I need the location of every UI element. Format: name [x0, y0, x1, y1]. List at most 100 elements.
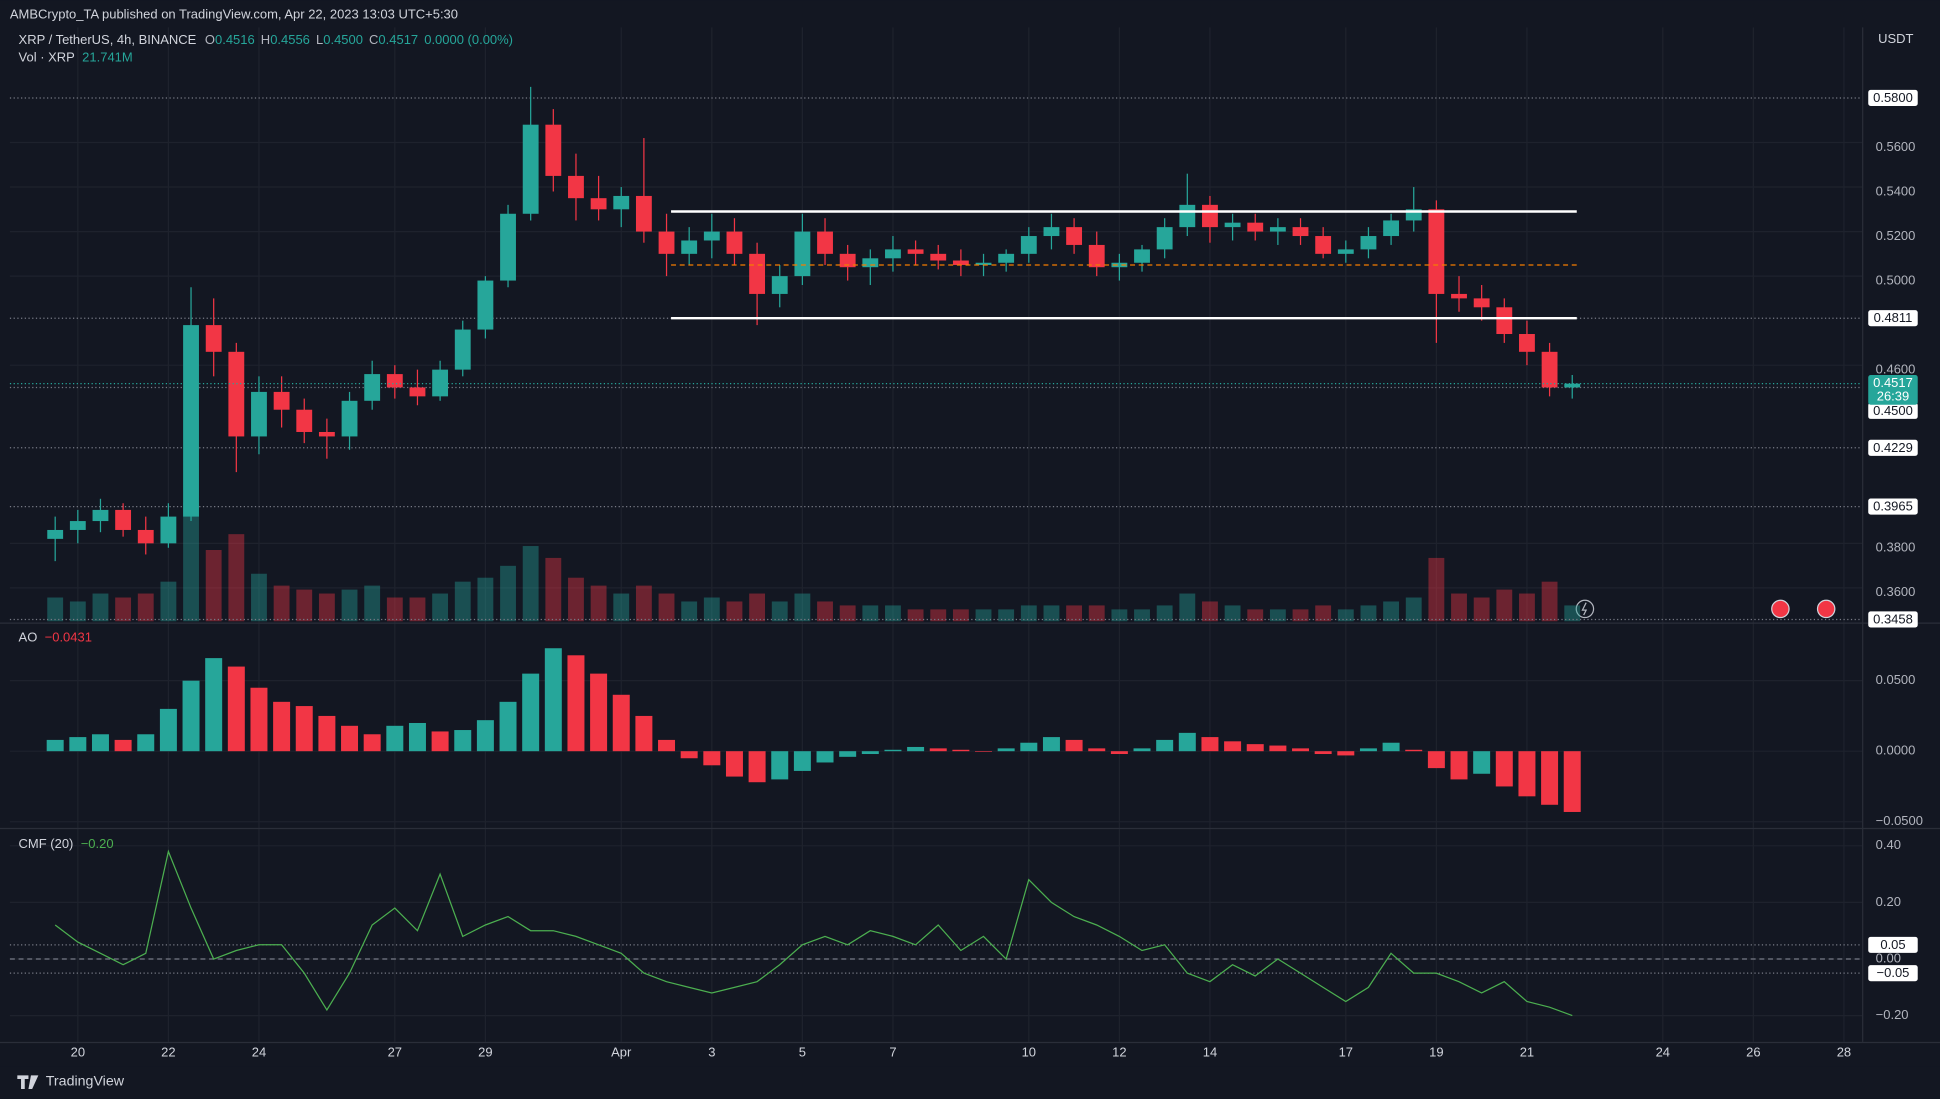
ao-bar: [159, 708, 177, 752]
x-tick-label: 27: [388, 1044, 402, 1059]
last-price-box: [1868, 375, 1918, 405]
brand-logo: [17, 1075, 39, 1089]
volume-bar: [477, 577, 494, 622]
event-flag: [1771, 599, 1790, 619]
ao-bar: [408, 722, 426, 752]
ao-legend: AO −0.0431: [19, 630, 92, 645]
currency: USDT: [1878, 31, 1913, 46]
candle-body: [726, 231, 743, 254]
volume-bar: [1247, 609, 1264, 622]
volume-bar: [137, 593, 154, 622]
candle-body: [590, 198, 607, 210]
volume-bar: [613, 593, 630, 622]
volume-bar: [47, 597, 64, 622]
candle-body: [862, 258, 879, 268]
candle-body: [1473, 298, 1490, 308]
candle-body: [817, 231, 833, 254]
ao-bar: [907, 746, 925, 752]
volume-bar: [1360, 605, 1377, 622]
ao-bar: [997, 748, 1015, 752]
candle-body: [545, 124, 562, 176]
volume-bar: [1541, 581, 1558, 622]
candle-body: [613, 195, 630, 210]
ao-bar: [703, 751, 721, 766]
candle-body: [409, 387, 426, 397]
volume-bar: [568, 577, 584, 622]
candle-body: [477, 280, 494, 330]
volume-bar: [930, 609, 947, 622]
volume-bar: [1043, 605, 1060, 622]
ao-bar: [748, 751, 766, 783]
ao-bar: [386, 725, 404, 752]
ao-bar: [1450, 751, 1468, 780]
ao-bar: [793, 751, 811, 771]
volume-bar: [432, 593, 449, 622]
candle-body: [1405, 209, 1422, 221]
ao-bar: [522, 673, 540, 752]
icon-bolt: [1581, 602, 1588, 616]
candle-body: [1383, 220, 1400, 237]
y-tick-label: 0.3800: [1876, 540, 1916, 555]
volume-name: Vol · XRP: [19, 50, 75, 65]
x-tick-label: 10: [1022, 1044, 1036, 1059]
volume-bar: [522, 546, 539, 622]
candle-body: [432, 369, 449, 397]
level-label-box: [1868, 89, 1918, 107]
volume-legend: Vol · XRP 21.741M: [19, 50, 133, 65]
volume-bar: [1020, 605, 1037, 622]
band-label: −0.05: [1877, 965, 1910, 980]
y-tick-label: 0.5600: [1876, 139, 1916, 154]
candle-body: [1043, 227, 1060, 237]
candle-body: [794, 231, 811, 277]
ao-bar: [816, 751, 834, 763]
ao-bar: [839, 751, 857, 757]
volume-bar: [1156, 605, 1173, 622]
candle-body: [1496, 307, 1513, 335]
replay-icon[interactable]: [1575, 599, 1595, 619]
ao-bar: [1518, 751, 1536, 797]
volume-bar: [907, 609, 924, 622]
ao-bar: [1178, 732, 1196, 752]
ao-bar: [1541, 751, 1559, 805]
ao-bar: [658, 739, 676, 752]
candle-body: [885, 249, 901, 259]
ao-bar: [454, 730, 472, 752]
volume-bar: [1202, 601, 1218, 622]
x-tick-label: 20: [71, 1044, 85, 1059]
candle-body: [1020, 236, 1037, 254]
candle-body: [1179, 204, 1196, 228]
ao-bar: [1337, 751, 1355, 756]
band-label-box: [1868, 936, 1918, 953]
y-tick-label: 0.4600: [1876, 362, 1916, 377]
candle-body: [930, 253, 947, 261]
legend-key: L: [316, 32, 323, 47]
ao-bar: [69, 737, 87, 752]
volume-bar: [1496, 589, 1513, 622]
ao-bar: [1088, 748, 1106, 752]
brand[interactable]: TradingView: [46, 1073, 125, 1089]
volume-bar: [1088, 605, 1105, 622]
x-tick-label: 17: [1339, 1044, 1353, 1059]
level-label: 0.4811: [1874, 310, 1913, 325]
x-tick-label: Apr: [611, 1044, 632, 1059]
volume-bar: [1564, 605, 1581, 622]
y-tick-label: 0.5400: [1876, 183, 1916, 198]
legend-value: 0.4556: [270, 32, 310, 47]
candle-body: [749, 253, 766, 294]
candle-body: [115, 509, 132, 530]
ao-bar: [341, 725, 359, 752]
event-icons[interactable]: [1771, 599, 1836, 619]
y-tick-label: 0.5200: [1876, 228, 1916, 243]
volume-bar: [69, 601, 86, 622]
candle-body: [1337, 249, 1354, 254]
y-tick-label: 0.0500: [1876, 672, 1916, 687]
volume-bar: [341, 589, 358, 622]
volume-bar: [1473, 597, 1490, 622]
indicator-name: CMF (20): [19, 837, 74, 852]
candle-body: [341, 400, 358, 437]
ao-bar: [273, 701, 291, 752]
last-price-label: 0.4517: [1873, 375, 1913, 390]
ao-bar: [499, 701, 517, 752]
